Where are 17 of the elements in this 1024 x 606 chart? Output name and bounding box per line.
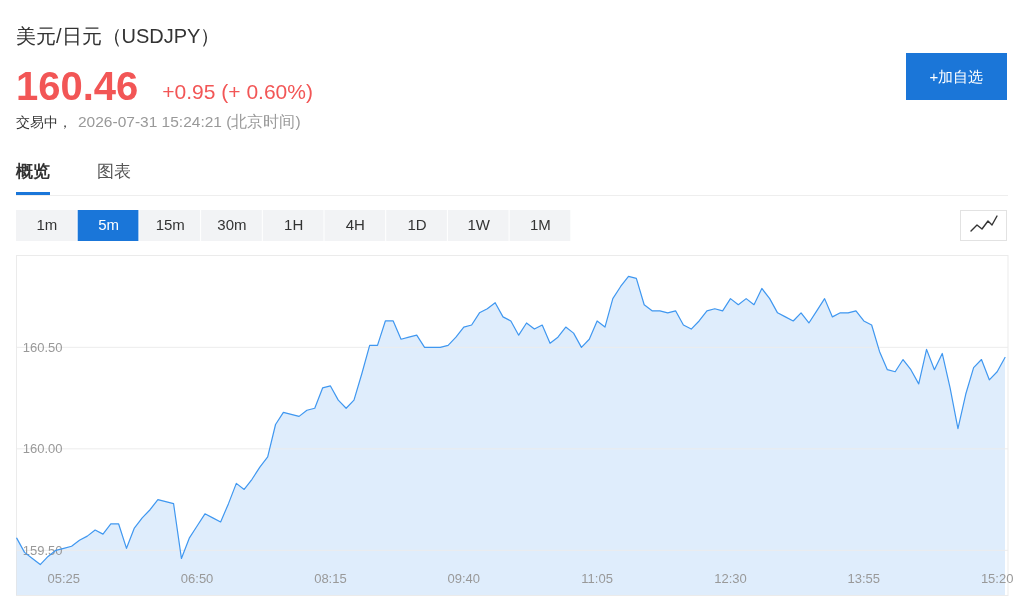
x-tick-label: 11:05 [581, 571, 613, 586]
x-tick-label: 09:40 [447, 571, 481, 586]
x-tick-label: 12:30 [714, 571, 747, 586]
price: 160.46 [16, 64, 139, 108]
y-tick-label: 160.00 [22, 441, 63, 457]
x-tick-label: 15:20 [980, 571, 1014, 586]
status: 交易中， [16, 114, 72, 130]
change: +0.95 (+ 0.60%) [162, 80, 313, 103]
title: 美元/日元（USDJPY） [16, 25, 221, 47]
x-tick-label: 08:15 [314, 571, 347, 586]
y-tick-label: 159.50 [22, 542, 63, 558]
x-tick-label: 06:50 [180, 571, 214, 586]
timestamp: 2026-07-31 15:24:21 (北京时间) [78, 113, 301, 130]
add-button: +加自选 [906, 53, 1007, 100]
y-tick-label: 160.50 [22, 339, 63, 355]
x-tick-label: 13:55 [847, 571, 881, 586]
x-tick-label: 05:25 [47, 571, 81, 586]
